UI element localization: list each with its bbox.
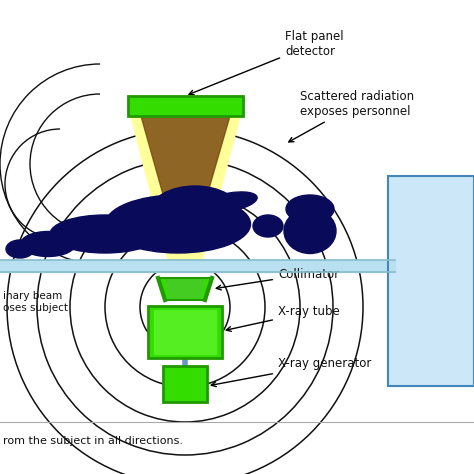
Text: rom the subject in all directions.: rom the subject in all directions. [3,436,183,446]
Ellipse shape [112,203,198,248]
Ellipse shape [188,199,243,239]
Ellipse shape [284,209,336,254]
Polygon shape [158,278,212,300]
Ellipse shape [20,231,75,256]
Text: X-ray generator: X-ray generator [211,357,371,387]
Bar [148,306,222,358]
Polygon shape [165,297,205,300]
Bar [388,176,474,386]
Bar [163,366,207,402]
Bar [128,96,243,116]
Bar [128,96,243,116]
Ellipse shape [150,186,240,238]
Polygon shape [131,116,240,260]
Text: Flat panel
detector: Flat panel detector [189,30,344,95]
Ellipse shape [203,192,257,212]
Text: Collimator: Collimator [216,267,339,290]
Polygon shape [165,278,205,298]
Bar [148,306,222,358]
Text: X-ray tube: X-ray tube [226,306,340,331]
Polygon shape [141,116,230,230]
Bar [0,260,395,272]
Ellipse shape [106,195,250,253]
Ellipse shape [286,195,334,223]
Bar [163,366,207,402]
Bar [388,176,474,386]
Text: Scattered radiation
exposes personnel: Scattered radiation exposes personnel [289,90,414,142]
Text: inary beam
oses subject: inary beam oses subject [3,291,68,313]
Ellipse shape [253,215,283,237]
Bar [154,310,216,354]
Ellipse shape [50,215,160,253]
Ellipse shape [6,240,34,258]
